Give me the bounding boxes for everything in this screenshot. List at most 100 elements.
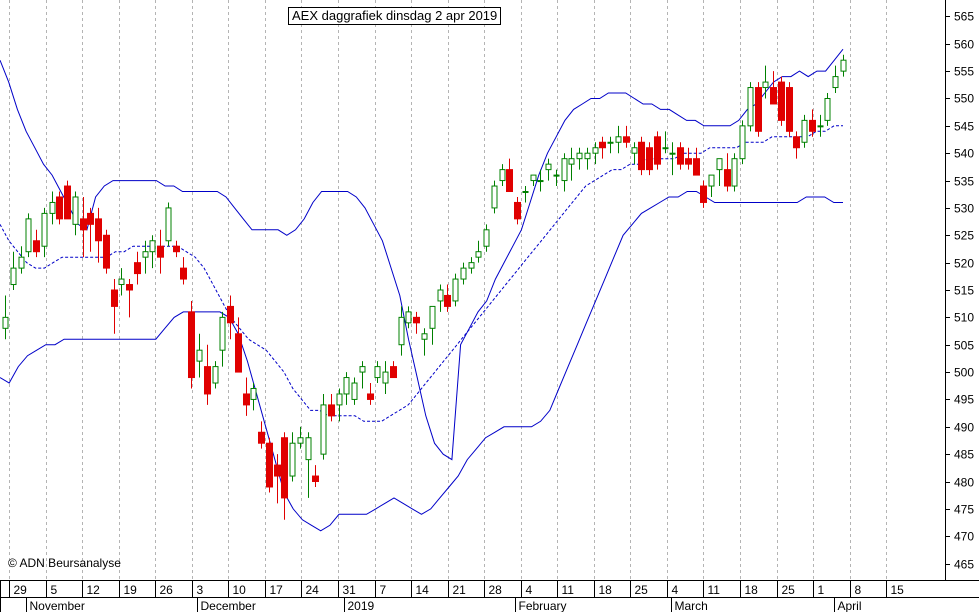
- x-tick-label: 28: [489, 583, 503, 597]
- candle: [654, 131, 661, 170]
- candle: [545, 158, 552, 181]
- candle: [786, 82, 793, 137]
- candle: [405, 306, 412, 329]
- y-tick-label: 515: [954, 284, 974, 298]
- candle-body: [809, 119, 816, 132]
- candle: [10, 251, 17, 290]
- candle: [118, 268, 125, 296]
- candle-body: [266, 442, 273, 488]
- candle: [778, 76, 785, 126]
- candle: [227, 295, 234, 340]
- candle: [669, 142, 676, 176]
- candle-body: [646, 147, 653, 171]
- candle-body: [506, 169, 513, 193]
- candle-body: [343, 377, 350, 395]
- x-tick-label: 11: [562, 583, 575, 597]
- candle-body: [297, 437, 304, 444]
- candle-body: [367, 393, 374, 400]
- candle-body: [545, 163, 552, 171]
- candle: [693, 147, 700, 176]
- candle: [297, 426, 304, 449]
- candle-body: [700, 185, 707, 203]
- candle: [235, 317, 242, 373]
- candle-body: [281, 437, 288, 499]
- month-label: February: [519, 599, 567, 612]
- lower-band: [0, 191, 843, 532]
- candle-body: [10, 267, 17, 286]
- y-tick-label: 480: [954, 476, 974, 490]
- candle: [599, 136, 606, 159]
- candle: [359, 361, 366, 389]
- y-tick-label: 500: [954, 366, 974, 380]
- candle: [646, 142, 653, 176]
- candle: [468, 257, 475, 274]
- candle-body: [374, 366, 381, 379]
- candle: [631, 142, 638, 165]
- candle: [95, 207, 102, 263]
- candle-body: [212, 366, 219, 384]
- x-tick-label: 3: [197, 583, 204, 597]
- candle: [638, 136, 645, 176]
- candle-body: [724, 169, 731, 187]
- month-label: 2019: [348, 599, 375, 612]
- candle: [33, 229, 40, 258]
- candle: [87, 207, 94, 252]
- candle-body: [33, 240, 40, 253]
- candle-body: [80, 218, 87, 231]
- candle-body: [173, 245, 180, 253]
- candle: [530, 174, 537, 187]
- candle: [374, 361, 381, 384]
- candle: [157, 229, 164, 274]
- candle: [491, 180, 498, 214]
- candle: [824, 93, 831, 126]
- candle: [382, 361, 389, 394]
- y-tick-label: 555: [954, 65, 974, 79]
- candle-body: [755, 87, 762, 132]
- candle: [584, 147, 591, 170]
- y-tick-label: 495: [954, 393, 974, 407]
- candle: [576, 147, 583, 170]
- candle-body: [452, 278, 459, 302]
- candle: [367, 383, 374, 405]
- candle-body: [677, 147, 684, 165]
- candle: [351, 377, 358, 405]
- candle-body: [437, 289, 444, 302]
- y-tick-label: 465: [954, 558, 974, 572]
- candle: [817, 114, 824, 137]
- y-tick-label: 540: [954, 147, 974, 161]
- candle-body: [499, 169, 506, 182]
- candle-body: [693, 158, 700, 176]
- candle-body: [274, 464, 281, 477]
- candle-body: [599, 141, 606, 149]
- candle-body: [196, 349, 203, 362]
- candle: [266, 437, 273, 493]
- y-tick-label: 490: [954, 421, 974, 435]
- y-tick-label: 525: [954, 229, 974, 243]
- candle-body: [832, 76, 839, 89]
- candle-body: [134, 262, 141, 275]
- candle: [685, 147, 692, 170]
- candle: [281, 432, 288, 520]
- candle: [731, 153, 738, 192]
- candle: [212, 361, 219, 389]
- month-label: November: [30, 599, 85, 612]
- y-tick-label: 535: [954, 175, 974, 189]
- candle-body: [824, 97, 831, 121]
- x-tick-label: 18: [745, 583, 759, 597]
- x-tick-label: 4: [526, 583, 533, 597]
- candle: [173, 240, 180, 258]
- candle: [537, 169, 544, 192]
- candle-body: [522, 191, 529, 194]
- candle-body: [405, 311, 412, 324]
- candle-body: [514, 201, 521, 220]
- x-tick-label: 24: [306, 583, 320, 597]
- x-tick-label: 1: [818, 583, 825, 597]
- candle-body: [786, 87, 793, 132]
- candle-body: [95, 218, 102, 242]
- candle-body: [180, 267, 187, 280]
- candle: [274, 454, 281, 504]
- candle-body: [708, 174, 715, 187]
- candle-body: [576, 152, 583, 160]
- candlesticks: [2, 54, 847, 520]
